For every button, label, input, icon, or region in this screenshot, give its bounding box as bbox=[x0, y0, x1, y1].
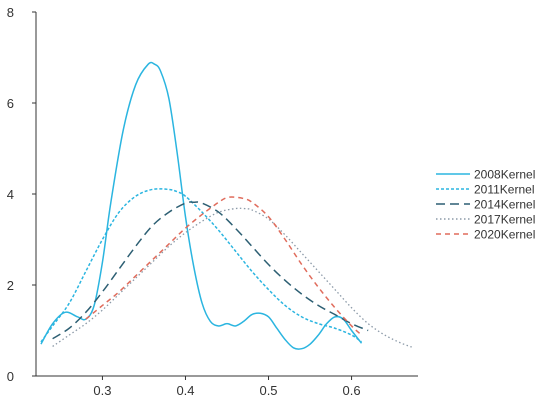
legend-label-2011kernel: 2011Kernel bbox=[474, 183, 535, 197]
series-line-2011kernel bbox=[40, 188, 362, 343]
legend-label-2020kernel: 2020Kernel bbox=[474, 228, 535, 242]
x-tick-label: 0.4 bbox=[176, 383, 194, 398]
legend-label-2014kernel: 2014Kernel bbox=[474, 198, 535, 212]
x-tick-label: 0.6 bbox=[343, 383, 361, 398]
legend: 2008Kernel2011Kernel2014Kernel2017Kernel… bbox=[436, 168, 535, 242]
y-tick-label: 4 bbox=[7, 187, 14, 202]
series-line-2008kernel bbox=[40, 61, 363, 350]
series-line-2014kernel bbox=[52, 201, 369, 340]
x-tick-label: 0.5 bbox=[259, 383, 277, 398]
tick-labels: 0 2 4 6 8 0.3 0.4 0.5 0.6 bbox=[7, 5, 361, 398]
y-tick-label: 8 bbox=[7, 5, 14, 20]
x-tick-label: 0.3 bbox=[93, 383, 111, 398]
series-lines bbox=[40, 61, 415, 350]
y-tick-label: 0 bbox=[7, 369, 14, 384]
series-line-2017kernel bbox=[52, 207, 415, 349]
legend-label-2017kernel: 2017Kernel bbox=[474, 213, 535, 227]
series-line-2020kernel bbox=[85, 196, 363, 336]
axes bbox=[35, 12, 418, 377]
y-tick-label: 6 bbox=[7, 96, 14, 111]
y-tick-label: 2 bbox=[7, 278, 14, 293]
legend-label-2008kernel: 2008Kernel bbox=[474, 168, 535, 182]
